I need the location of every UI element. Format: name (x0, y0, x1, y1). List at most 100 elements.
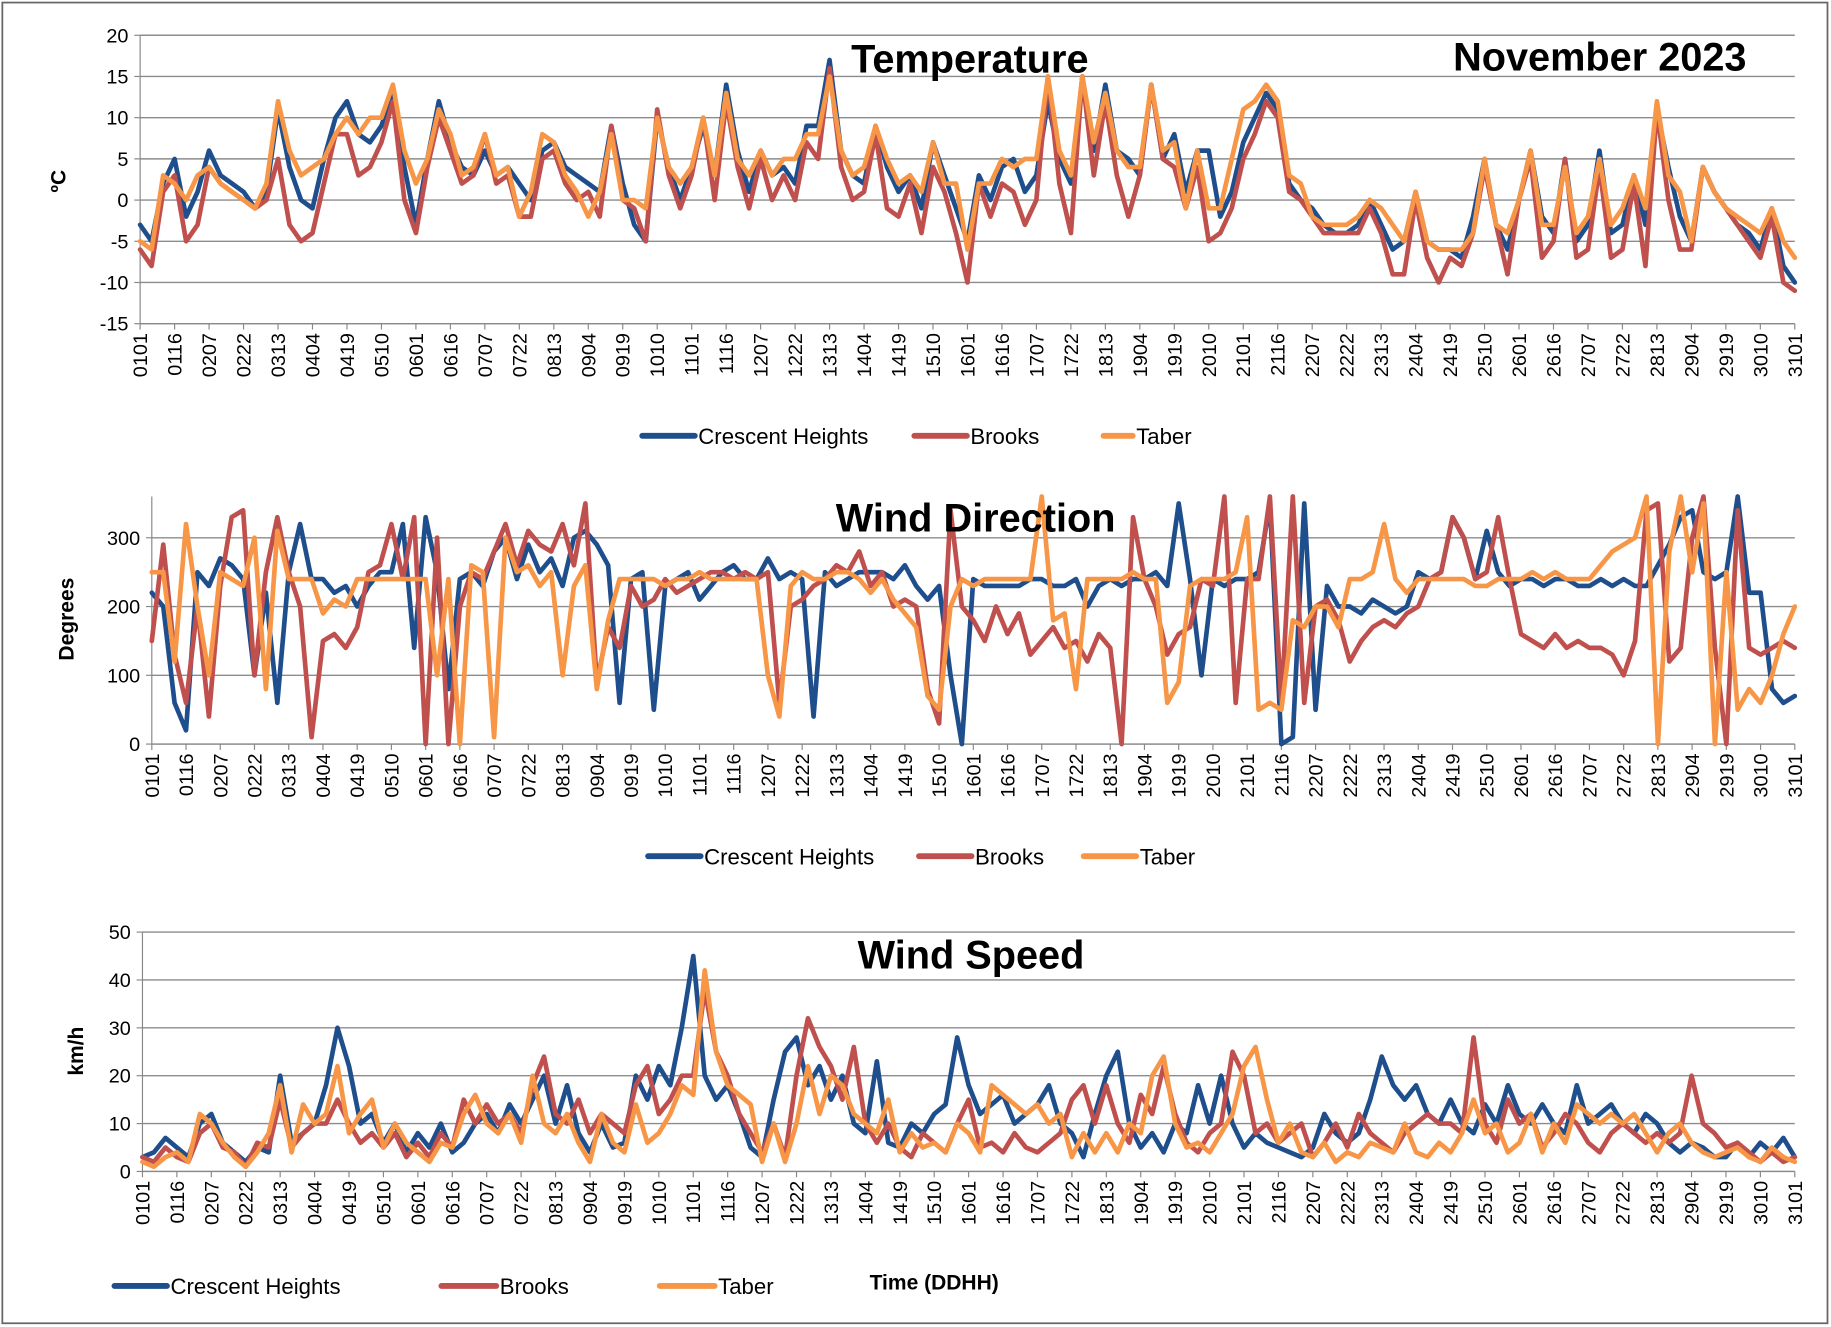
x-tick-label: 2404 (1406, 1181, 1428, 1225)
y-axis-label: ºC (47, 170, 70, 193)
x-tick-label: 1222 (785, 333, 807, 377)
x-tick-label: 0207 (210, 753, 232, 797)
x-tick-label: 1601 (957, 333, 979, 377)
x-tick-label: 0616 (450, 753, 472, 797)
x-tick-label: 0313 (279, 753, 301, 797)
x-tick-label: 0207 (199, 333, 221, 377)
x-tick-label: 0207 (201, 1181, 223, 1225)
x-tick-label: 0404 (302, 333, 324, 377)
x-tick-label: 0601 (416, 753, 438, 797)
y-tick-label: 300 (107, 528, 140, 550)
x-tick-label: 2207 (1303, 1181, 1325, 1225)
x-tick-label: 2616 (1545, 753, 1567, 797)
x-tick-label: 1722 (1062, 1181, 1084, 1225)
x-tick-label: 0510 (381, 753, 403, 797)
x-tick-label: 0601 (408, 1181, 430, 1225)
series-line (149, 494, 1798, 747)
x-tick-label: 2010 (1199, 333, 1221, 377)
y-tick-label: 0 (129, 734, 140, 756)
x-tick-label: 2510 (1477, 753, 1499, 797)
x-tick-label: 2601 (1509, 333, 1531, 377)
x-tick-label: 0313 (270, 1181, 292, 1225)
x-tick-label: 2010 (1203, 753, 1225, 797)
x-tick-label: 3101 (1785, 753, 1807, 797)
legend-label: Brooks (970, 424, 1039, 449)
x-tick-label: 1601 (959, 1181, 981, 1225)
x-tick-label: 1101 (682, 333, 704, 376)
x-tick-label: 1101 (683, 1181, 705, 1224)
legend-label: Taber (1136, 424, 1192, 449)
x-tick-label: 2419 (1440, 333, 1462, 377)
x-tick-label: 0722 (511, 1181, 533, 1225)
x-tick-label: 1510 (929, 753, 951, 797)
legend-label: Taber (718, 1274, 774, 1299)
x-tick-label: 2207 (1306, 753, 1328, 797)
x-tick-label: 2722 (1613, 1181, 1635, 1225)
x-tick-label: 1207 (752, 1181, 774, 1225)
x-tick-label: 2404 (1408, 753, 1430, 797)
x-tick-label: 0707 (477, 1181, 499, 1225)
x-tick-label: 3010 (1750, 1181, 1772, 1225)
x-tick-label: 0419 (337, 333, 359, 377)
x-tick-label: 2313 (1371, 333, 1393, 377)
series-line (140, 968, 1798, 1170)
y-tick-label: 15 (106, 66, 128, 88)
x-tick-label: 1222 (787, 1181, 809, 1225)
legend-label: Brooks (500, 1274, 569, 1299)
y-tick-label: -5 (111, 231, 129, 253)
x-tick-label: 0419 (347, 753, 369, 797)
x-tick-label: 1616 (992, 333, 1014, 377)
x-tick-label: 1707 (1032, 753, 1054, 797)
y-tick-label: 30 (109, 1018, 131, 1040)
y-tick-label: 0 (117, 190, 128, 212)
chart-title: Wind Direction (836, 497, 1116, 541)
x-tick-label: 1313 (826, 753, 848, 797)
x-tick-label: 1010 (655, 753, 677, 797)
x-tick-label: 2222 (1340, 753, 1362, 797)
x-tick-label: 3101 (1785, 1181, 1807, 1225)
x-tick-label: 3010 (1750, 333, 1772, 377)
x-tick-label: 1707 (1027, 1181, 1049, 1225)
x-tick-label: 2919 (1716, 333, 1738, 377)
x-tick-label: 2616 (1544, 333, 1566, 377)
x-tick-label: 1707 (1026, 333, 1048, 377)
x-tick-label: 2813 (1647, 333, 1669, 377)
x-tick-label: 2722 (1614, 753, 1636, 797)
y-tick-label: 40 (109, 970, 131, 992)
x-tick-label: 2616 (1544, 1181, 1566, 1225)
x-tick-label: 1813 (1095, 333, 1117, 377)
x-tick-label: 1404 (854, 333, 876, 377)
x-tick-label: 1419 (895, 753, 917, 797)
x-tick-label: 0722 (518, 753, 540, 797)
x-tick-label: 0904 (580, 1181, 602, 1225)
legend-label: Crescent Heights (704, 844, 874, 869)
x-tick-label: 0116 (167, 1181, 189, 1224)
x-tick-label: 0616 (440, 333, 462, 377)
x-tick-label: 2101 (1237, 753, 1259, 797)
x-tick-label: 1601 (963, 753, 985, 797)
x-tick-label: 0419 (339, 1181, 361, 1225)
x-tick-label: 0101 (132, 1181, 154, 1225)
x-tick-label: 0904 (578, 333, 600, 377)
x-tick-label: 0510 (373, 1181, 395, 1225)
x-tick-label: 2404 (1406, 333, 1428, 377)
x-tick-label: 0813 (544, 333, 566, 377)
x-tick-label: 1616 (998, 753, 1020, 797)
x-tick-label: 1404 (861, 753, 883, 797)
x-tick-label: 2601 (1511, 753, 1533, 797)
y-tick-label: -15 (100, 314, 129, 336)
x-tick-label: 2207 (1302, 333, 1324, 377)
x-tick-label: 2101 (1234, 1181, 1256, 1225)
x-tick-label: 1722 (1061, 333, 1083, 377)
y-tick-label: 10 (106, 108, 128, 130)
y-tick-label: 20 (106, 25, 128, 47)
x-tick-label: 0616 (442, 1181, 464, 1225)
x-tick-label: 2919 (1716, 753, 1738, 797)
legend-label: Taber (1140, 844, 1196, 869)
x-tick-label: 1419 (889, 333, 911, 377)
x-tick-label: 1116 (718, 1181, 740, 1222)
series-line (137, 74, 1798, 261)
x-tick-label: 1101 (689, 753, 711, 796)
x-tick-label: 1919 (1165, 1181, 1187, 1225)
x-tick-label: 2419 (1443, 753, 1465, 797)
